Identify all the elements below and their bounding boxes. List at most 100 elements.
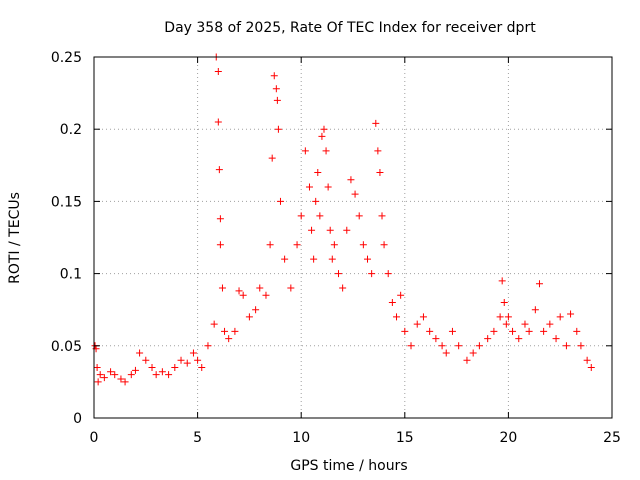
data-point xyxy=(148,363,156,371)
data-point xyxy=(556,313,564,321)
data-point xyxy=(93,363,101,371)
data-point xyxy=(397,291,405,299)
data-point xyxy=(266,241,274,249)
data-point xyxy=(136,349,144,357)
data-point xyxy=(231,327,239,335)
data-point xyxy=(359,241,367,249)
data-point xyxy=(177,356,185,364)
x-tick-label: 25 xyxy=(603,430,621,446)
data-point xyxy=(521,320,529,328)
data-point xyxy=(215,166,223,174)
data-point xyxy=(469,349,477,357)
data-point xyxy=(225,335,233,343)
data-point xyxy=(100,374,108,382)
data-point xyxy=(274,125,282,133)
data-point xyxy=(270,72,278,80)
data-point xyxy=(374,147,382,155)
y-tick-label: 0.15 xyxy=(51,194,82,210)
data-point xyxy=(194,356,202,364)
data-point xyxy=(96,371,104,379)
data-point xyxy=(515,335,523,343)
data-point xyxy=(165,371,173,379)
data-point xyxy=(158,368,166,376)
data-point xyxy=(171,363,179,371)
data-point xyxy=(334,270,342,278)
data-point xyxy=(546,320,554,328)
y-axis-label: ROTI / TECUs xyxy=(7,192,23,284)
data-point xyxy=(463,356,471,364)
data-point xyxy=(355,212,363,220)
data-point xyxy=(297,212,305,220)
data-point xyxy=(573,327,581,335)
plot-frame-layer xyxy=(93,56,613,419)
x-tick-label: 10 xyxy=(292,430,310,446)
data-point xyxy=(384,270,392,278)
y-tick-label: 0 xyxy=(73,411,82,427)
data-point xyxy=(577,342,585,350)
data-point xyxy=(273,96,281,104)
data-point xyxy=(419,313,427,321)
data-point xyxy=(293,241,301,249)
data-point xyxy=(198,363,206,371)
data-point xyxy=(107,368,115,376)
data-point xyxy=(380,241,388,249)
data-point xyxy=(351,190,359,198)
data-point xyxy=(525,327,533,335)
data-point xyxy=(142,356,150,364)
data-point xyxy=(111,371,119,379)
data-point xyxy=(308,226,316,234)
data-point xyxy=(401,327,409,335)
data-point xyxy=(320,125,328,133)
x-tick-label: 15 xyxy=(396,430,414,446)
data-points-layer xyxy=(91,53,595,386)
data-point xyxy=(318,132,326,140)
data-point xyxy=(502,320,510,328)
data-point xyxy=(347,176,355,184)
data-point xyxy=(393,313,401,321)
data-point xyxy=(426,327,434,335)
data-point xyxy=(531,306,539,314)
x-tick-label: 5 xyxy=(193,430,202,446)
plot-frame xyxy=(93,56,613,419)
data-point xyxy=(567,310,575,318)
data-point xyxy=(94,378,102,386)
y-tick-label: 0.2 xyxy=(60,122,82,138)
x-axis-label: GPS time / hours xyxy=(290,458,407,474)
data-point xyxy=(127,371,135,379)
data-point xyxy=(583,356,591,364)
x-tick-label: 20 xyxy=(499,430,517,446)
data-point xyxy=(343,226,351,234)
chart-title: Day 358 of 2025, Rate Of TEC Index for r… xyxy=(164,20,536,36)
data-point xyxy=(152,371,160,379)
data-point xyxy=(276,197,284,205)
data-point xyxy=(330,241,338,249)
data-point xyxy=(221,327,229,335)
data-point xyxy=(376,169,384,177)
data-point xyxy=(281,255,289,263)
data-point xyxy=(496,313,504,321)
data-point xyxy=(305,183,313,191)
data-point xyxy=(245,313,253,321)
data-point xyxy=(475,342,483,350)
data-point xyxy=(540,327,548,335)
data-point xyxy=(339,284,347,292)
data-point xyxy=(368,270,376,278)
data-point xyxy=(562,342,570,350)
data-point xyxy=(448,327,456,335)
data-point xyxy=(407,342,415,350)
data-point xyxy=(324,183,332,191)
data-point xyxy=(552,335,560,343)
data-point xyxy=(131,366,139,374)
data-point xyxy=(210,320,218,328)
data-point xyxy=(183,359,191,367)
data-point xyxy=(490,327,498,335)
data-point xyxy=(216,215,224,223)
data-point xyxy=(438,342,446,350)
data-point xyxy=(262,291,270,299)
data-point xyxy=(372,119,380,127)
data-point xyxy=(364,255,372,263)
data-point xyxy=(312,197,320,205)
data-point xyxy=(117,375,125,383)
data-point xyxy=(216,241,224,249)
